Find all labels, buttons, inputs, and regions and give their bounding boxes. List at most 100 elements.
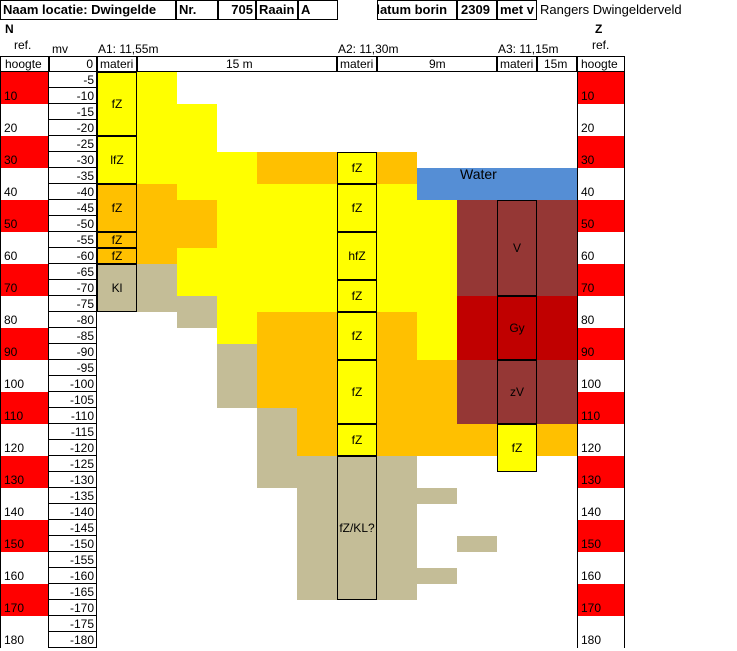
layer-label: fZ — [351, 161, 363, 175]
ref-cell: 70 — [577, 264, 625, 296]
layer-label: fZ — [111, 97, 123, 111]
depth-value: -35 — [76, 169, 94, 183]
date-label: datum borin — [377, 2, 448, 17]
ref-cell: 120 — [577, 424, 625, 456]
ref-cell: 60 — [0, 232, 49, 264]
ref-value: 40 — [581, 185, 595, 199]
ref-cell: 100 — [577, 360, 625, 392]
ref-cell: 20 — [577, 104, 625, 136]
depth-value: -60 — [76, 249, 94, 263]
depth-cell: -85 — [49, 328, 97, 344]
nr-value-cell: 705 — [218, 0, 256, 20]
depth-cell: -180 — [49, 632, 97, 648]
depth-value: -90 — [76, 345, 94, 359]
depth-cell: -170 — [49, 600, 97, 616]
date-value: 2309 — [461, 2, 490, 17]
layer-label: Gy — [509, 321, 525, 335]
depth-value: -175 — [69, 617, 94, 631]
depth-value: -110 — [70, 409, 94, 423]
ref-value: 90 — [581, 345, 595, 359]
depth-value: -170 — [69, 601, 94, 615]
ref-cell: 50 — [0, 200, 49, 232]
ref-cell: 30 — [0, 136, 49, 168]
ref-cell: 80 — [577, 296, 625, 328]
depth-cell: -10 — [49, 88, 97, 104]
ref-value: 30 — [581, 153, 595, 167]
depth-cell: -15 — [49, 104, 97, 120]
layer-label: hfZ — [348, 249, 366, 263]
ref-value: 70 — [4, 281, 18, 295]
borehole-layer: Kl — [97, 264, 137, 312]
ref-value: 10 — [581, 89, 595, 103]
a2-mat-cell: materi — [337, 56, 377, 72]
ref-cell: 150 — [577, 520, 625, 552]
ref-cell: 10 — [577, 72, 625, 104]
depth-cell: -70 — [49, 280, 97, 296]
ref-value: 30 — [4, 153, 18, 167]
borehole-layer: lfZ — [97, 136, 137, 184]
ref-cell: 70 — [0, 264, 49, 296]
depth-value: -140 — [69, 505, 94, 519]
ref-cell: 20 — [0, 104, 49, 136]
depth-value: -80 — [76, 313, 94, 327]
a2-name: A2: 11,30m — [338, 42, 399, 56]
ref-value: 140 — [581, 505, 602, 519]
a3-mat-label: materi — [500, 57, 534, 71]
depth-value: -180 — [69, 633, 94, 647]
water-area: Water — [417, 167, 577, 200]
ref-cell: 110 — [0, 392, 49, 424]
ref-value: 170 — [581, 601, 602, 615]
borehole-layer: zV — [497, 360, 537, 424]
layer-label: fZ — [351, 289, 363, 303]
ref-cell: 50 — [577, 200, 625, 232]
soil-patch — [177, 296, 217, 328]
depth-cell: -120 — [49, 440, 97, 456]
a3-mat-cell: materi — [497, 56, 537, 72]
ref-cell: 170 — [0, 584, 49, 616]
soil-patch — [457, 536, 497, 552]
layer-label: fZ — [351, 329, 363, 343]
layer-label: zV — [509, 385, 524, 399]
mv-label: mv — [52, 42, 68, 56]
depth-value: -50 — [76, 217, 94, 231]
borehole-layer: fZ — [337, 424, 377, 456]
soil-patch — [257, 456, 297, 488]
depth-cell: -60 — [49, 248, 97, 264]
a1-distance-label: 15 m — [226, 57, 253, 71]
soil-patch — [537, 440, 577, 456]
borehole-layer: Gy — [497, 296, 537, 360]
a3-distance-cell: 15m — [537, 56, 577, 72]
a1-mat-label: materi — [100, 57, 134, 71]
ref-cell: 140 — [0, 488, 49, 520]
layer-label: fZ — [111, 233, 123, 247]
layer-label: fZ — [351, 385, 363, 399]
depth-cell: -130 — [49, 472, 97, 488]
ref-cell: 180 — [0, 616, 49, 648]
layer-label: fZ — [511, 441, 523, 455]
soil-patch — [377, 312, 417, 456]
a1-name: A1: 11,55m — [98, 42, 159, 56]
soil-patch — [417, 488, 457, 504]
depth-column-bg — [49, 72, 97, 648]
ref-value: 60 — [4, 249, 18, 263]
depth-value: -25 — [76, 137, 94, 151]
borehole-layer: fZ — [97, 248, 137, 264]
depth-value: -105 — [69, 393, 94, 407]
depth-cell: -30 — [49, 152, 97, 168]
ref-value: 50 — [581, 217, 595, 231]
borehole-layer: hfZ — [337, 232, 377, 280]
borehole-layer: fZ — [497, 424, 537, 472]
borehole-layer: fZ — [97, 184, 137, 232]
depth-value: -95 — [76, 361, 94, 375]
layer-label: lfZ — [110, 153, 124, 167]
ref-cell: 160 — [0, 552, 49, 584]
depth-cell: -35 — [49, 168, 97, 184]
depth-value: -15 — [76, 105, 94, 119]
borehole-layer: fZ — [97, 232, 137, 248]
a2-distance-label: 9m — [429, 57, 446, 71]
ref-value: 160 — [4, 569, 25, 583]
layer-label: Kl — [111, 281, 123, 295]
layer-label: fZ — [351, 433, 363, 447]
south-label: Z — [595, 22, 603, 36]
